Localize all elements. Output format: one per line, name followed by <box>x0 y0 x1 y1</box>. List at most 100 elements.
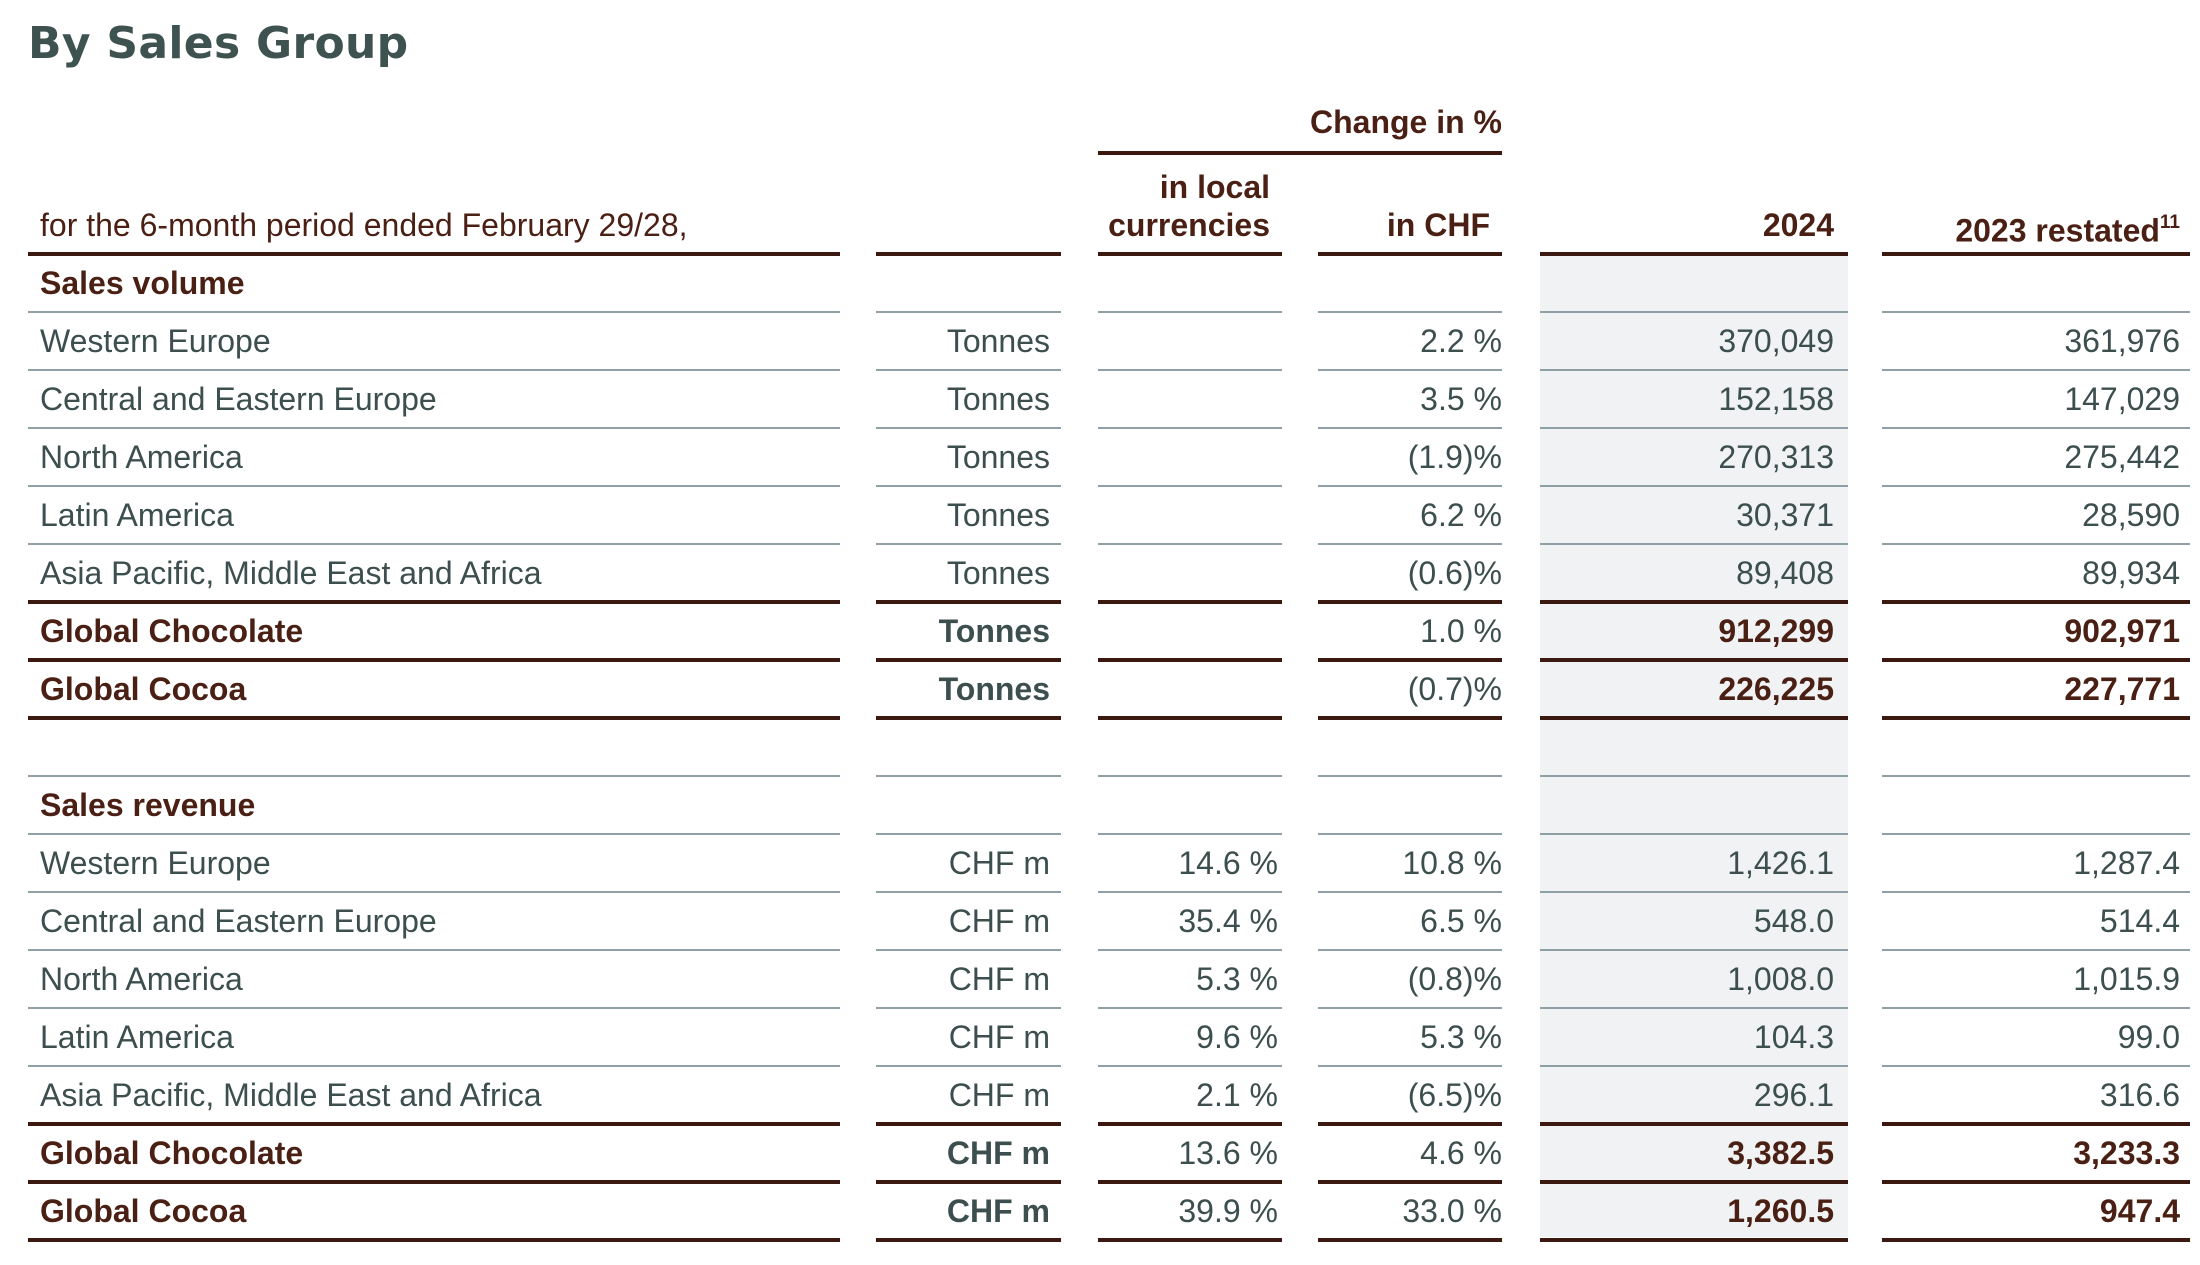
table-rule <box>1882 716 2190 720</box>
table-rule <box>1098 716 1282 720</box>
cell-local <box>1098 660 1278 718</box>
cell-y2024: 89,408 <box>1736 555 1834 591</box>
cell-label: Central and Eastern Europe <box>40 381 437 417</box>
cell-chf <box>1318 718 1502 776</box>
table-rule <box>1098 252 1282 256</box>
cell-label: Global Chocolate <box>40 1135 304 1171</box>
cell-y2023 <box>1882 718 2180 776</box>
table-rule <box>876 369 1061 371</box>
table-row: Global Cocoa Tonnes (0.7)% 226,225 227,771 <box>0 660 2200 718</box>
cell-unit: Tonnes <box>946 555 1050 591</box>
cell-chf: 4.6 % <box>1420 1135 1502 1171</box>
table-rule <box>1318 775 1502 777</box>
cell-y2024: 152,158 <box>1718 381 1834 417</box>
table-rule <box>1882 543 2190 545</box>
page-title: By Sales Group <box>28 18 409 69</box>
cell-y2024: 226,225 <box>1718 671 1834 707</box>
cell-label: Western Europe <box>40 323 271 359</box>
table-row: Sales revenue <box>0 776 2200 834</box>
table-rule <box>876 1180 1061 1184</box>
table-rule <box>28 1238 840 1242</box>
table-rule <box>1318 1007 1502 1009</box>
table-row: North America CHF m 5.3 % (0.8)% 1,008.0 1,01… <box>0 950 2200 1008</box>
cell-unit: Tonnes <box>946 439 1050 475</box>
table-rule <box>1540 543 1848 545</box>
cell-label: Asia Pacific, Middle East and Africa <box>40 555 542 591</box>
cell-y2023: 902,971 <box>2064 613 2180 649</box>
table-rule <box>1318 600 1502 604</box>
cell-y2023: 99.0 <box>2117 1019 2180 1055</box>
table-rule <box>876 543 1061 545</box>
table-rule <box>28 891 840 893</box>
cell-local: 39.9 % <box>1178 1193 1278 1229</box>
col-2024-header: 2024 <box>1762 207 1834 243</box>
table-rule <box>1882 891 2190 893</box>
cell-local: 13.6 % <box>1178 1135 1278 1171</box>
cell-label: Central and Eastern Europe <box>40 903 437 939</box>
cell-unit <box>876 254 1050 312</box>
table-rule <box>1882 311 2190 313</box>
cell-chf: 33.0 % <box>1402 1193 1502 1229</box>
table-rule <box>1318 716 1502 720</box>
cell-y2024 <box>1540 776 1834 834</box>
cell-chf: 10.8 % <box>1402 845 1502 881</box>
table-rule <box>1540 1180 1848 1184</box>
cell-unit <box>876 718 1050 776</box>
cell-y2023: 275,442 <box>2064 439 2180 475</box>
table-rule <box>1882 1007 2190 1009</box>
table-rule <box>1882 1180 2190 1184</box>
column-2024-shading <box>1540 254 1848 1237</box>
table-rule <box>1540 311 1848 313</box>
cell-y2023: 316.6 <box>2099 1077 2180 1113</box>
table-rule <box>1098 949 1282 951</box>
table-rule <box>876 775 1061 777</box>
table-rule <box>28 1065 840 1067</box>
cell-y2023 <box>1882 254 2180 312</box>
cell-y2024: 1,426.1 <box>1727 845 1834 881</box>
cell-chf: 6.5 % <box>1420 903 1502 939</box>
cell-unit: CHF m <box>946 1193 1050 1229</box>
table-rule <box>1882 1122 2190 1126</box>
cell-chf: (6.5)% <box>1407 1077 1502 1113</box>
table-rule <box>1540 1065 1848 1067</box>
table-rule <box>1540 369 1848 371</box>
table-row: Asia Pacific, Middle East and Africa CHF … <box>0 1066 2200 1124</box>
cell-y2024: 370,049 <box>1718 323 1834 359</box>
table-rule <box>1098 311 1282 313</box>
table-row: Asia Pacific, Middle East and Africa Tonn… <box>0 544 2200 602</box>
table-rule <box>1882 949 2190 951</box>
table-rule <box>876 427 1061 429</box>
table-rule <box>1098 833 1282 835</box>
cell-chf: (0.8)% <box>1407 961 1502 997</box>
table-row: Central and Eastern Europe CHF m 35.4 % 6.5… <box>0 892 2200 950</box>
table-rule <box>1882 427 2190 429</box>
cell-local <box>1098 428 1278 486</box>
table-row: Latin America CHF m 9.6 % 5.3 % 104.3 99.0 <box>0 1008 2200 1066</box>
cell-unit: CHF m <box>948 845 1050 881</box>
period-label: for the 6-month period ended February 29… <box>40 207 688 243</box>
table-rule <box>1318 1238 1502 1242</box>
table-rule <box>1882 775 2190 777</box>
table-rule <box>1098 1122 1282 1126</box>
table-rule <box>28 485 840 487</box>
table-rule <box>876 1007 1061 1009</box>
table-rule <box>1882 369 2190 371</box>
col-chf-header: in CHF <box>1386 207 1490 243</box>
table-rule <box>876 1238 1061 1242</box>
table-rule <box>876 600 1061 604</box>
table-rule <box>28 1180 840 1184</box>
table-rule <box>1540 485 1848 487</box>
cell-y2024: 1,260.5 <box>1727 1193 1834 1229</box>
cell-chf: (0.7)% <box>1407 671 1502 707</box>
table-rule <box>1540 1122 1848 1126</box>
table-rule <box>876 658 1061 662</box>
table-rule <box>1540 427 1848 429</box>
cell-local <box>1098 254 1278 312</box>
cell-chf: 3.5 % <box>1420 381 1502 417</box>
table-rule <box>1318 311 1502 313</box>
cell-y2023: 28,590 <box>2082 497 2180 533</box>
table-rule <box>1318 369 1502 371</box>
table-rule <box>28 775 840 777</box>
cell-chf: 6.2 % <box>1420 497 1502 533</box>
table-rule <box>1318 891 1502 893</box>
